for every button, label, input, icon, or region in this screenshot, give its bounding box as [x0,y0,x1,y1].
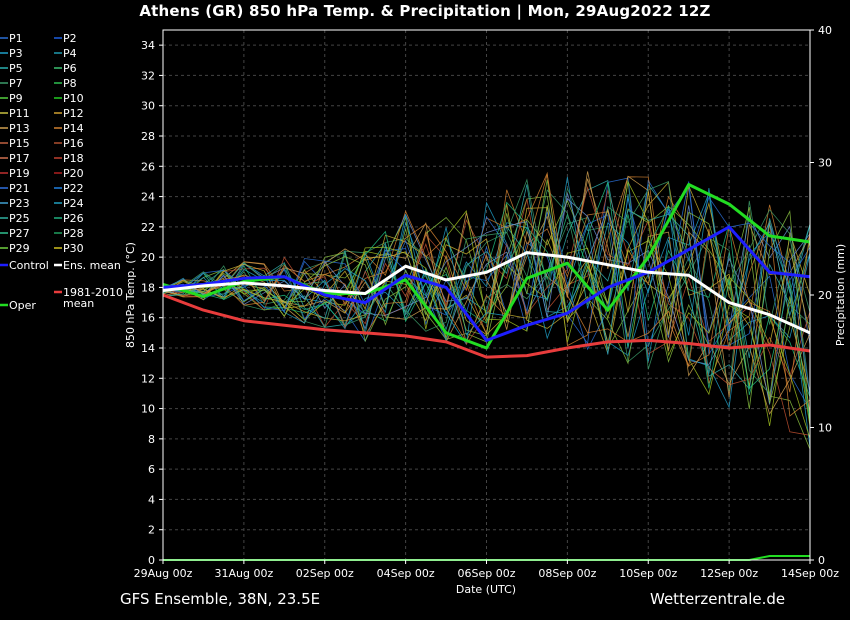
y2-tick-label: 40 [818,24,832,37]
legend-label: P11 [9,107,30,120]
y-tick-label: 16 [141,312,155,325]
legend-label: 1981-2010 [63,286,123,299]
series-line-1981-2010-mean [162,293,811,359]
legend-label: P5 [9,62,23,75]
legend-label: P27 [9,227,30,240]
y2-tick-label: 10 [818,422,832,435]
member-line [162,189,811,436]
x-tick-label: 12Sep 00z [700,567,758,580]
legend-label: P12 [63,107,84,120]
y-tick-label: 32 [141,69,155,82]
y2-axis-ticks: 0 10 20 30 40 [810,24,832,567]
legend-label: P9 [9,92,23,105]
member-line [162,184,811,374]
legend-label: P7 [9,77,23,90]
x-tick-label: 08Sep 00z [538,567,596,580]
chart-title: Athens (GR) 850 hPa Temp. & Precipitatio… [139,2,711,20]
y-tick-label: 26 [141,160,155,173]
legend: P1 P2 P3 P4 P5 P6 P7 P8 P9 P10 P11 P12 P13 P14 P15 P16 P… [0,32,123,312]
y-tick-label: 20 [141,251,155,264]
x-tick-label: 02Sep 00z [296,567,354,580]
member-line [162,176,811,448]
y-tick-label: 4 [148,493,155,506]
y-tick-label: 14 [141,342,155,355]
legend-label: P18 [63,152,84,165]
x-tick-label: 14Sep 00z [781,567,839,580]
x-tick-label: 06Sep 00z [458,567,516,580]
member-line [162,171,811,398]
y-tick-label: 8 [148,433,155,446]
legend-label: P10 [63,92,84,105]
member-line [162,181,811,395]
member-line [162,174,811,393]
series-line-ens-mean [162,251,811,335]
legend-label: P13 [9,122,30,135]
legend-label: P1 [9,32,23,45]
legend-label: P28 [63,227,84,240]
legend-label: Ens. mean [63,259,121,272]
y-tick-label: 6 [148,463,155,476]
y-tick-label: 2 [148,524,155,537]
legend-label: P4 [63,47,77,60]
legend-label: Oper [9,299,36,312]
legend-label: Control [9,259,49,272]
member-line [162,180,811,391]
legend-label: P29 [9,242,30,255]
y2-tick-label: 0 [818,554,825,567]
legend-label: P16 [63,137,84,150]
legend-label: P21 [9,182,30,195]
main-series [162,183,811,359]
member-line [162,178,811,397]
member-line [162,180,811,439]
ensemble-members [162,171,811,450]
y-tick-label: 18 [141,281,155,294]
y2-tick-label: 20 [818,289,832,302]
y-tick-label: 10 [141,403,155,416]
y-tick-label: 28 [141,130,155,143]
y2-axis-label: Precipitation (mm) [834,244,847,346]
y-tick-label: 22 [141,221,155,234]
legend-label: P20 [63,167,84,180]
legend-label: P25 [9,212,30,225]
legend-label: mean [63,297,94,310]
footer-source: Wetterzentrale.de [650,590,786,608]
footer-model: GFS Ensemble, 38N, 23.5E [120,590,321,608]
legend-label: P8 [63,77,77,90]
series-line-control [162,225,811,342]
legend-label: P26 [63,212,84,225]
legend-label: P19 [9,167,30,180]
y-axis-label: 850 hPa Temp. (°C) [124,242,137,348]
x-tick-label: 31Aug 00z [215,567,274,580]
legend-label: P6 [63,62,77,75]
y-tick-label: 12 [141,372,155,385]
legend-label: P14 [63,122,84,135]
member-line [162,188,811,362]
y2-tick-label: 30 [818,157,832,170]
legend-label: P23 [9,197,30,210]
y-tick-label: 30 [141,100,155,113]
x-tick-label: 10Sep 00z [619,567,677,580]
member-line [162,184,811,346]
member-line [162,179,811,404]
legend-label: P22 [63,182,84,195]
legend-label: P2 [63,32,77,45]
x-tick-label: 29Aug 00z [134,567,193,580]
legend-label: P17 [9,152,30,165]
x-axis-label: Date (UTC) [456,583,516,596]
legend-label: P24 [63,197,84,210]
legend-label: P15 [9,137,30,150]
legend-label: P30 [63,242,84,255]
y-tick-label: 34 [141,39,155,52]
x-axis-ticks: 29Aug 00z 31Aug 00z 02Sep 00z 04Sep 00z 06Se… [134,560,839,580]
x-tick-label: 04Sep 00z [377,567,435,580]
y-tick-label: 0 [148,554,155,567]
y-tick-label: 24 [141,191,155,204]
legend-label: P3 [9,47,23,60]
